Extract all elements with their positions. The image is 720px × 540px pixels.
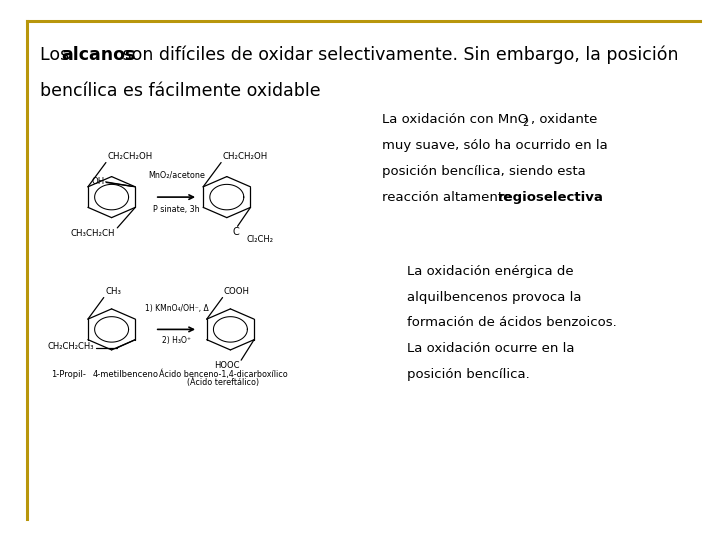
Text: La oxidación ocurre en la: La oxidación ocurre en la xyxy=(407,342,575,355)
Text: posición bencílica.: posición bencílica. xyxy=(407,368,529,381)
Text: muy suave, sólo ha ocurrido en la: muy suave, sólo ha ocurrido en la xyxy=(382,139,608,152)
Text: alcanos: alcanos xyxy=(61,46,135,64)
Text: CH₃CH₂CH: CH₃CH₂CH xyxy=(71,229,115,238)
Text: 2: 2 xyxy=(523,118,529,128)
Text: C: C xyxy=(233,227,240,237)
Text: 1-Propil-: 1-Propil- xyxy=(51,370,86,379)
Text: Ácido benceno-1,4-dicarboxílico: Ácido benceno-1,4-dicarboxílico xyxy=(159,370,287,380)
Text: COOH: COOH xyxy=(224,287,250,296)
Text: P sinate, 3h: P sinate, 3h xyxy=(153,205,199,214)
Text: CH₂CH₂OH: CH₂CH₂OH xyxy=(222,152,268,161)
Text: posición bencílica, siendo esta: posición bencílica, siendo esta xyxy=(382,165,585,178)
Text: La oxidación con MnO: La oxidación con MnO xyxy=(382,113,528,126)
Text: (Ácido tereftálico): (Ácido tereftálico) xyxy=(187,378,259,388)
Text: 4-metilbenceno: 4-metilbenceno xyxy=(93,370,159,379)
Text: , oxidante: , oxidante xyxy=(531,113,597,126)
Text: regioselectiva: regioselectiva xyxy=(498,191,604,204)
Text: 1) KMnO₄/OH⁻, Δ: 1) KMnO₄/OH⁻, Δ xyxy=(145,304,208,313)
Text: 2) H₃O⁺: 2) H₃O⁺ xyxy=(162,336,191,345)
Text: CH₂CH₂CH₃: CH₂CH₂CH₃ xyxy=(48,342,94,351)
Text: formación de ácidos benzoicos.: formación de ácidos benzoicos. xyxy=(407,316,616,329)
Text: OH: OH xyxy=(92,177,105,186)
Text: La oxidación enérgica de: La oxidación enérgica de xyxy=(407,265,573,278)
Text: Cl₂CH₂: Cl₂CH₂ xyxy=(247,235,274,245)
Text: alquilbencenos provoca la: alquilbencenos provoca la xyxy=(407,291,581,303)
Text: reacción altamente: reacción altamente xyxy=(382,191,516,204)
Text: .: . xyxy=(581,191,585,204)
Text: bencílica es fácilmente oxidable: bencílica es fácilmente oxidable xyxy=(40,82,320,100)
Text: MnO₂/acetone: MnO₂/acetone xyxy=(148,171,204,180)
Text: CH₃: CH₃ xyxy=(105,287,121,296)
Text: HOOC: HOOC xyxy=(214,361,240,370)
Text: CH₂CH₂OH: CH₂CH₂OH xyxy=(107,152,153,161)
Text: Los: Los xyxy=(40,46,74,64)
Text: son difíciles de oxidar selectivamente. Sin embargo, la posición: son difíciles de oxidar selectivamente. … xyxy=(117,46,678,64)
